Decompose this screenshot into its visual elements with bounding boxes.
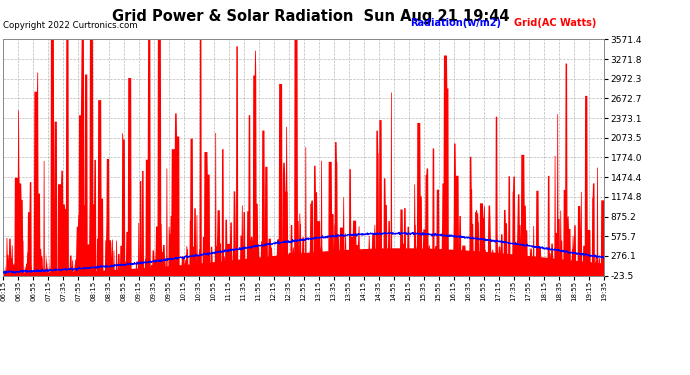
Text: Radiation(w/m2): Radiation(w/m2) bbox=[411, 18, 502, 28]
Text: Grid Power & Solar Radiation  Sun Aug 21 19:44: Grid Power & Solar Radiation Sun Aug 21 … bbox=[112, 9, 509, 24]
Text: Grid(AC Watts): Grid(AC Watts) bbox=[514, 18, 596, 28]
Text: Copyright 2022 Curtronics.com: Copyright 2022 Curtronics.com bbox=[3, 21, 138, 30]
